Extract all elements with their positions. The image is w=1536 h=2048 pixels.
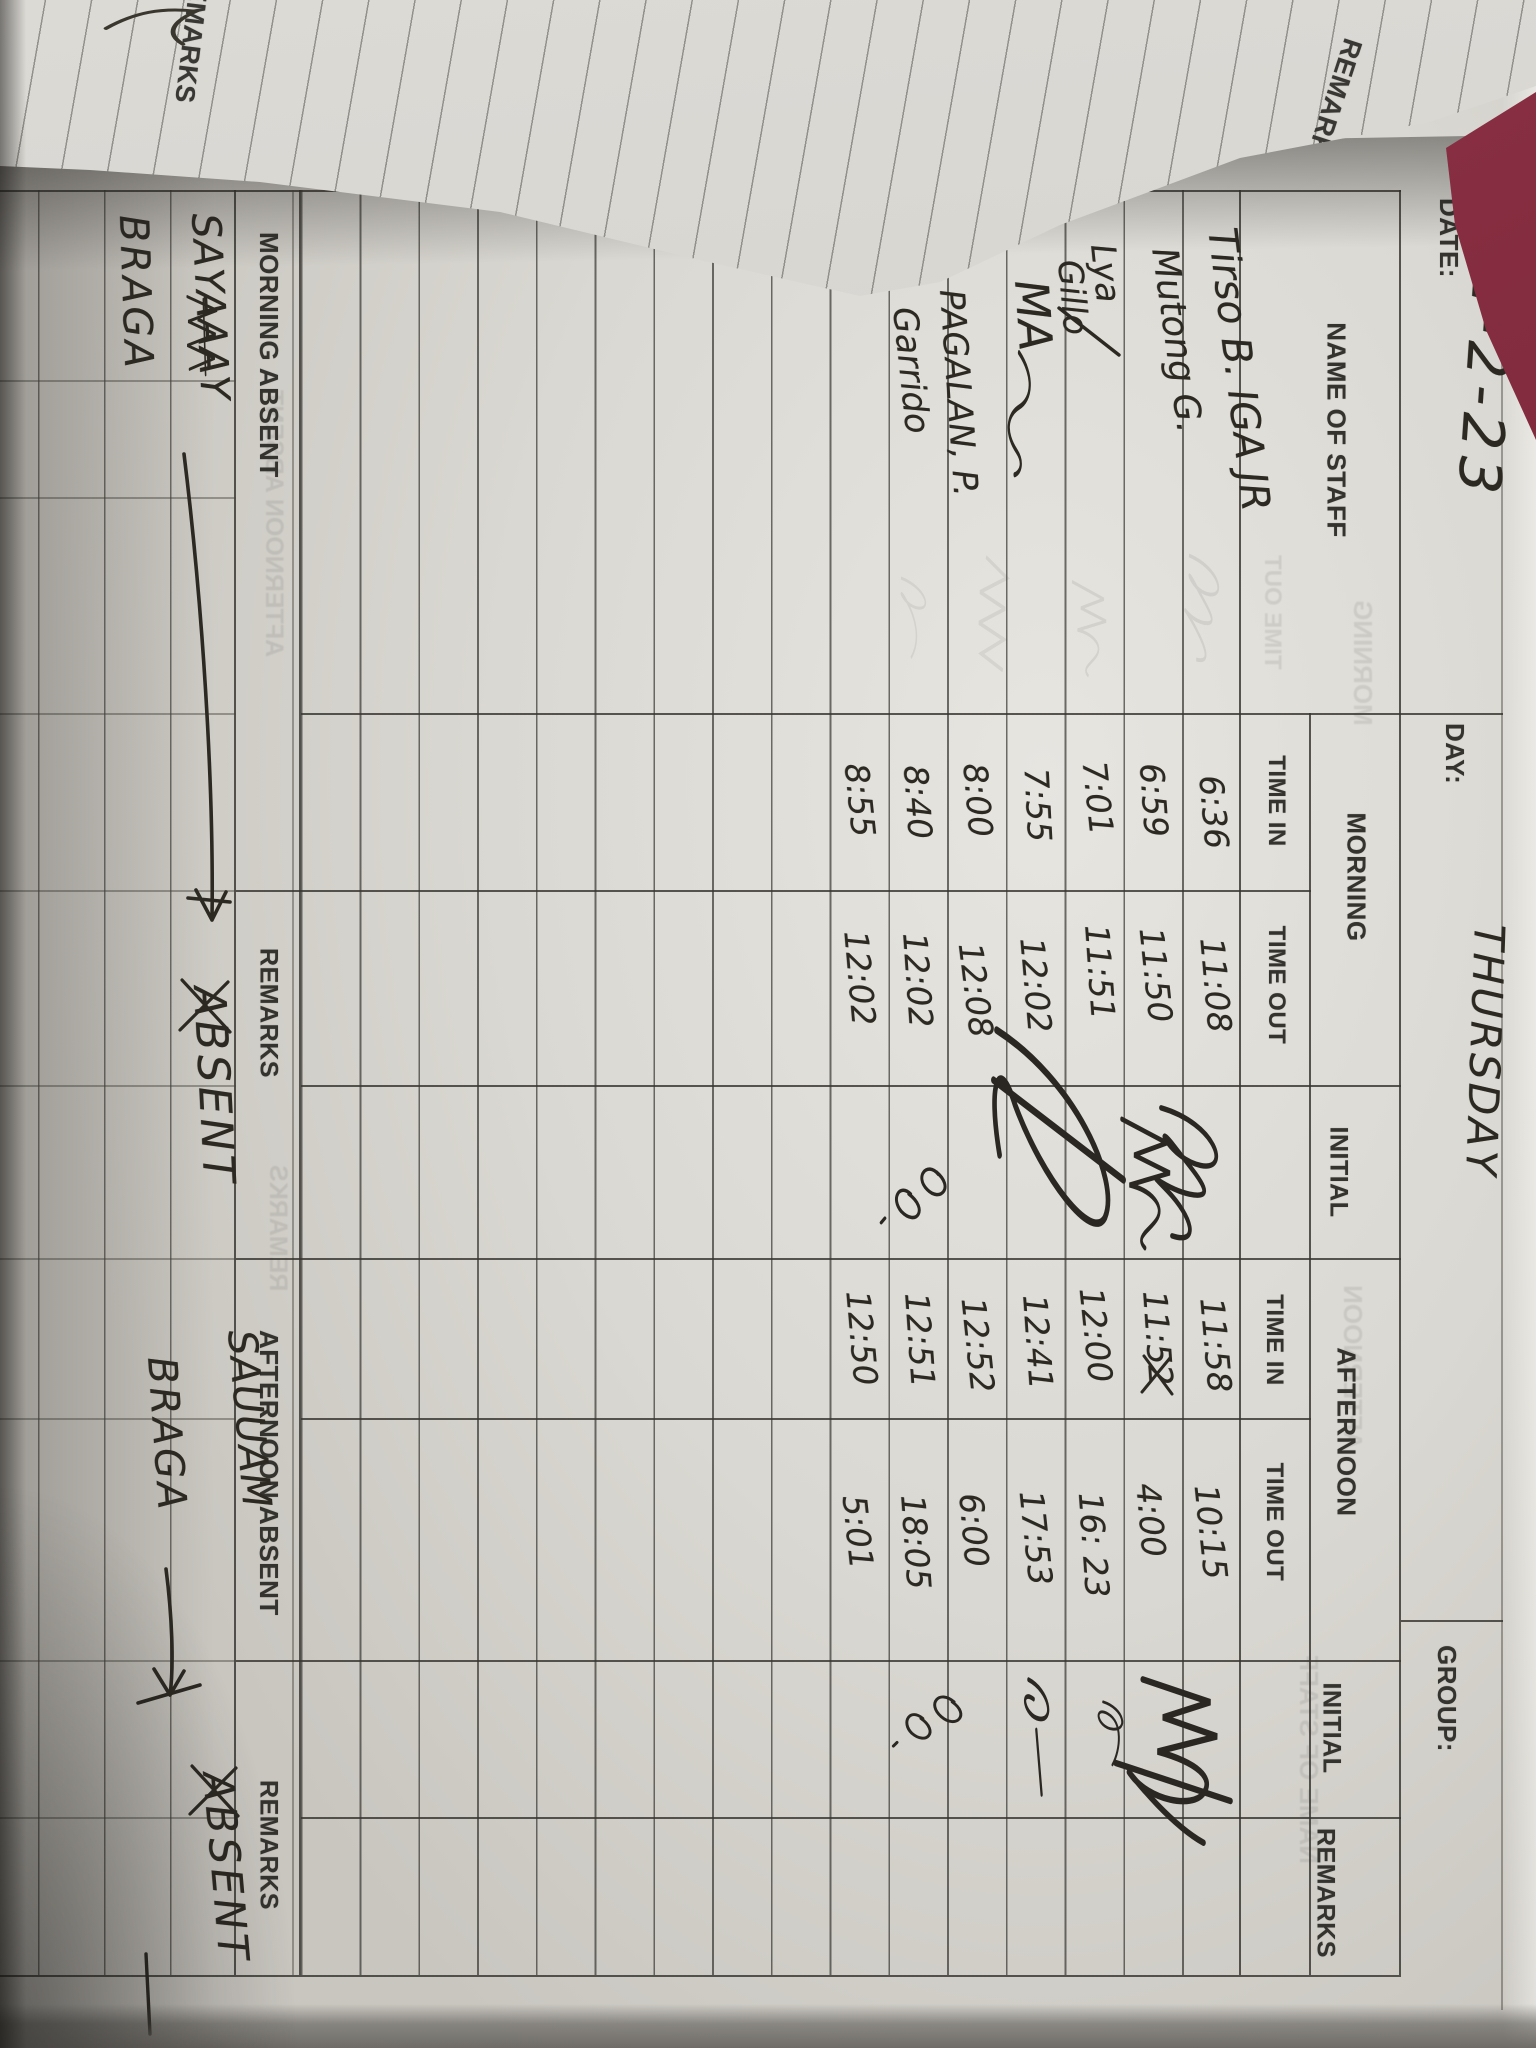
grid-line (236, 890, 301, 892)
ghost-remarks: REMARKS (264, 1165, 292, 1292)
day-label: DAY: (1440, 723, 1470, 785)
afternoon-time-in-header: TIME IN (1261, 1294, 1288, 1386)
arrow-annotation (130, 1565, 208, 1735)
morning-time-in-header: TIME IN (1263, 755, 1290, 847)
initial-scribble (872, 1150, 964, 1260)
cross-doodle (174, 972, 238, 1040)
time-in-value: 12:41 (1015, 1293, 1061, 1391)
bottom-left-shadow (0, 1480, 300, 2048)
grid-line (236, 1258, 301, 1260)
initial-scribble (886, 1678, 978, 1770)
left-edge-shadow (0, 0, 26, 2048)
grid-line (0, 1258, 236, 1260)
ghost-morning: MORNING (1348, 600, 1378, 726)
group-label: GROUP: (1432, 1645, 1462, 1752)
afternoon-time-out-header: TIME OUT (1261, 1462, 1288, 1582)
initial-scribble (1080, 1690, 1138, 1775)
ghost-handwriting (886, 570, 936, 670)
time-in-value: 8:55 (836, 761, 884, 839)
ghost-afternoon: AFTERNOON (1338, 1285, 1368, 1450)
morning-time-out-header: TIME OUT (1263, 925, 1290, 1045)
morning-absent-header: MORNING ABSENT (254, 232, 284, 478)
time-out-value: 12:02 (895, 931, 941, 1029)
time-out-value: 6:00 (951, 1491, 997, 1569)
cross-doodle (184, 1758, 246, 1824)
overwrite-scribble (178, 292, 224, 384)
time-out-value: 11:08 (1192, 935, 1240, 1035)
staff-name: MA (1004, 278, 1063, 353)
time-out-value: 5:01 (834, 1493, 882, 1571)
time-in-value: 7:01 (1074, 759, 1122, 837)
grid-line (1401, 713, 1503, 715)
time-in-value: 6:59 (1131, 761, 1177, 839)
ghost-handwriting (956, 550, 1016, 690)
time-in-value: 8:00 (955, 761, 1001, 839)
correction-strike (1138, 1352, 1178, 1398)
name-of-staff-header: NAME OF STAFF (1321, 322, 1352, 538)
initial-scribble (981, 1005, 1136, 1255)
morning-header: MORNING (1341, 812, 1372, 942)
grid-line (0, 1418, 236, 1420)
pen-mark (95, 2, 205, 68)
initial-header-morning: INITIAL (1324, 1126, 1353, 1218)
time-in-value: 6:36 (1191, 773, 1237, 851)
time-in-value: 7:55 (1016, 766, 1060, 844)
table-top-border (1399, 190, 1401, 1975)
ghost-handwriting (1171, 545, 1231, 675)
grid-line (1401, 1620, 1503, 1622)
time-out-value: 16: 23 (1070, 1490, 1118, 1600)
initial-scribble (1106, 1110, 1184, 1260)
time-in-value: 12:51 (897, 1291, 943, 1389)
time-out-value: 18:05 (893, 1493, 939, 1591)
ghost-time-out: TIME OUT (1259, 555, 1286, 670)
time-out-value: 4:00 (1128, 1481, 1174, 1559)
ghost-handwriting (1061, 575, 1116, 685)
time-in-value: 11:58 (1192, 1295, 1240, 1395)
ghost-name-of-staff: NAME OF STAFF (1294, 1655, 1324, 1864)
time-in-value: 8:40 (895, 763, 941, 841)
remarks-header-morning-absent: REMARKS (254, 948, 283, 1078)
initial-scribble (1002, 1660, 1068, 1800)
name-flourish (1054, 300, 1124, 360)
arrow-annotation (172, 450, 234, 950)
time-out-value: 12:02 (836, 928, 884, 1028)
initial-scribble (1109, 1668, 1244, 1858)
time-in-value: 12:50 (838, 1288, 886, 1388)
day-value-handwritten: THURSDAY (1456, 923, 1514, 1180)
name-flourish (986, 350, 1041, 480)
initial-scribble (1128, 1095, 1238, 1255)
